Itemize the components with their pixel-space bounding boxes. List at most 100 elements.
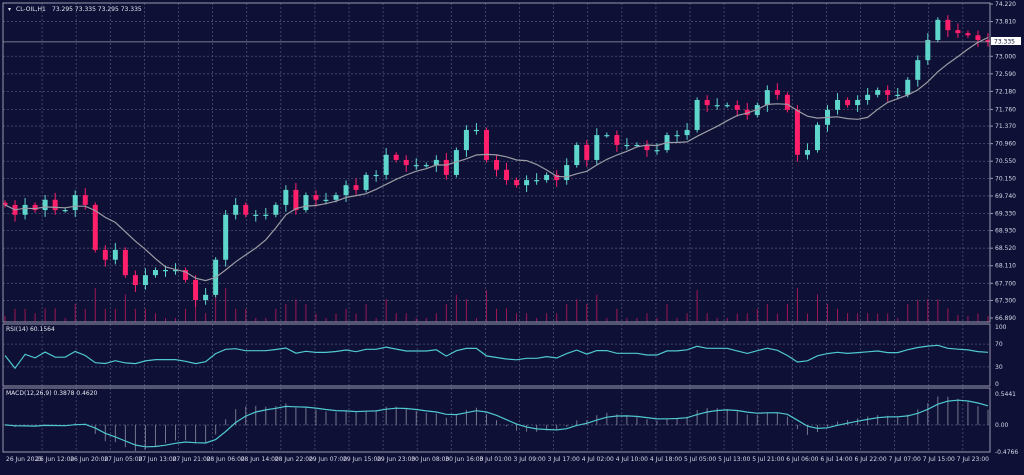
candle-bull [865, 94, 871, 100]
time-tick-label: 28 Jun 14:00 [241, 456, 279, 463]
time-tick-label: 30 Jun 16:00 [445, 456, 483, 463]
candle-bull [152, 270, 158, 276]
time-tick-label: 7 Jul 07:00 [889, 456, 921, 463]
candle-bear [122, 249, 128, 276]
time-tick-label: 27 Jun 13:00 [138, 456, 176, 463]
ohlc-values: 73.295 73.335 73.295 73.335 [52, 6, 142, 13]
price-tick-label: 68.930 [995, 228, 1016, 235]
rsi-tick-label: 0 [995, 381, 999, 388]
candle-bull [142, 275, 148, 286]
candle-bear [403, 159, 409, 166]
candle-bear [965, 33, 971, 36]
candle-bull [694, 99, 700, 130]
time-tick-label: 26 Jun 2023 [6, 456, 42, 463]
candle-bull [162, 270, 168, 272]
candle-bear [885, 90, 891, 95]
candle-bear [313, 195, 319, 200]
candle-bull [544, 174, 550, 181]
candle-bull [574, 144, 580, 166]
time-tick-label: 27 Jun 21:00 [173, 456, 211, 463]
candle-bull [363, 174, 369, 190]
candle-bull [714, 105, 720, 107]
candle-bull [343, 185, 349, 196]
candle-bull [935, 19, 941, 40]
candle-bear [193, 279, 199, 301]
time-tick-label: 29 Jun 07:00 [309, 456, 347, 463]
last-price-label: 73.335 [994, 39, 1015, 46]
macd-tick-label: 0.00 [995, 422, 1009, 429]
candle-bull [62, 210, 68, 212]
candle-bull [42, 199, 48, 211]
time-tick-label: 5 Jul 05:00 [684, 456, 716, 463]
candle-bull [223, 214, 229, 260]
moving-average-line [4, 36, 989, 282]
volume-bars [4, 288, 989, 322]
time-tick-label: 3 Jul 01:00 [479, 456, 511, 463]
candle-bear [52, 199, 58, 211]
price-tick-label: 70.550 [995, 158, 1016, 165]
time-tick-label: 28 Jun 06:00 [207, 456, 245, 463]
symbol-caret-icon[interactable]: ▾ [8, 6, 11, 13]
candle-bull [72, 195, 78, 211]
candle-bull [814, 124, 820, 151]
candle-bull [433, 159, 439, 166]
time-tick-label: 29 Jun 23:00 [377, 456, 415, 463]
time-tick-label: 3 Jul 17:00 [548, 456, 580, 463]
price-tick-label: 71.760 [995, 106, 1016, 113]
candle-bear [794, 109, 800, 155]
candle-bull [895, 94, 901, 97]
candle-bear [584, 144, 590, 160]
time-tick-label: 4 Jul 18:00 [650, 456, 682, 463]
macd-panel-frame [2, 387, 991, 453]
candle-bull [323, 199, 329, 201]
candle-bear [2, 202, 8, 205]
price-panel-frame [2, 2, 991, 323]
macd-label: MACD(12,26,9) 0.3878 0.4620 [6, 390, 98, 397]
time-tick-label: 26 Jun 12:00 [36, 456, 74, 463]
candle-bull [463, 129, 469, 151]
time-tick-label: 6 Jul 22:00 [855, 456, 887, 463]
time-tick-label: 26 Jun 20:00 [70, 456, 108, 463]
candle-bull [564, 165, 570, 181]
candle-bull [373, 174, 379, 177]
candle-bull [674, 135, 680, 137]
time-tick-label: 6 Jul 14:00 [820, 456, 852, 463]
grid [3, 3, 990, 452]
rsi-panel-frame [2, 323, 991, 387]
time-tick-label: 5 Jul 13:00 [718, 456, 750, 463]
candle-bull [925, 39, 931, 61]
candle-bull [203, 294, 209, 301]
price-tick-label: 68.110 [995, 263, 1016, 270]
symbol-label: CL-OIL,H1 [16, 6, 46, 13]
macd-tick-label: -0.4766 [995, 449, 1018, 456]
candle-bear [985, 39, 991, 42]
candle-bull [263, 214, 269, 216]
candle-bull [273, 204, 279, 215]
candle-bull [233, 204, 239, 215]
rsi-tick-label: 30 [995, 364, 1003, 371]
time-tick-label: 4 Jul 10:00 [616, 456, 648, 463]
candle-bull [604, 135, 610, 137]
macd-signal-line [4, 399, 989, 448]
candle-bear [82, 195, 88, 205]
candle-bull [624, 144, 630, 147]
price-tick-label: 72.590 [995, 71, 1016, 78]
candle-bear [132, 275, 138, 286]
price-tick-label: 67.700 [995, 280, 1016, 287]
candle-bear [514, 180, 520, 186]
candle-bear [554, 174, 560, 181]
candle-bear [614, 135, 620, 145]
price-tick-label: 69.330 [995, 210, 1016, 217]
price-tick-label: 73.810 [995, 19, 1016, 26]
rsi-tick-label: 100 [995, 324, 1007, 331]
candle-bull [112, 249, 118, 260]
candle-bull [283, 189, 289, 205]
candle-bull [875, 90, 881, 95]
candle-bear [734, 105, 740, 110]
candle-bull [333, 195, 339, 200]
candle-bull [855, 99, 861, 106]
time-tick-label: 3 Jul 09:00 [514, 456, 546, 463]
price-tick-label: 70.960 [995, 141, 1016, 148]
candle-bull [915, 60, 921, 80]
